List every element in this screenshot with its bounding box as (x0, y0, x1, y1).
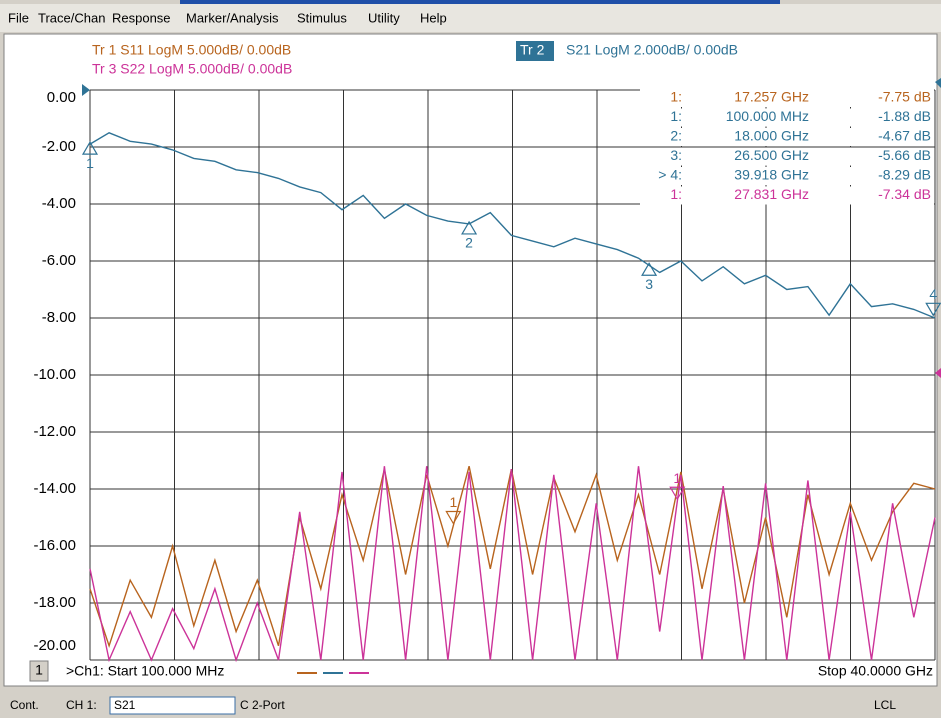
channel-number: 1 (35, 662, 43, 678)
menu-item[interactable]: Trace/Chan (38, 10, 105, 25)
marker-id: 1: (670, 89, 682, 105)
marker-triangle (81, 140, 99, 155)
y-tick-label: -8.00 (42, 309, 76, 326)
marker-value: -5.66 dB (878, 147, 931, 163)
marker-frequency: 26.500 GHz (734, 147, 809, 163)
status-bar: Cont. CH 1: S21 C 2-Port LCL (0, 688, 941, 718)
ref-marker-right (935, 368, 941, 378)
title-bar-edge (180, 0, 780, 4)
status-mode: Cont. (10, 698, 39, 712)
marker-triangle (461, 220, 478, 235)
y-tick-label: -2.00 (42, 138, 76, 155)
menu-item[interactable]: Help (420, 10, 447, 25)
marker-frequency: 100.000 MHz (726, 108, 809, 124)
marker-readout: 1: 17.257 GHz -7.75 dB 1: 100.000 MHz -1.88 d… (640, 89, 934, 205)
channel-footer: 1 >Ch1: Start 100.000 MHz Stop 40.0000 GHz (29, 660, 933, 682)
ref-marker-left (82, 84, 90, 96)
y-tick-label: -4.00 (42, 195, 76, 212)
y-tick-label: -10.00 (33, 366, 76, 383)
marker-label: 1 (673, 470, 681, 486)
marker-id: 2: (670, 128, 682, 144)
marker-triangle (925, 302, 941, 317)
menu-item[interactable]: Stimulus (297, 10, 347, 25)
menu-bar: File Trace/Chan Response Marker/Analysis Sti… (0, 4, 941, 32)
marker-frequency: 17.257 GHz (734, 89, 809, 105)
param-box[interactable] (109, 696, 236, 715)
trace-label: Tr 3 S22 LogM 5.000dB/ 0.00dB (92, 61, 292, 77)
y-tick-label: -16.00 (33, 537, 76, 554)
trace-label: Tr 1 S11 LogM 5.000dB/ 0.00dB (92, 42, 291, 58)
readout-background (640, 186, 934, 205)
marker-id: > 4: (658, 167, 682, 183)
marker-label: 3 (645, 276, 653, 292)
ref-marker-right (935, 78, 941, 88)
trace-line (89, 466, 936, 663)
status-param: S21 (114, 698, 136, 712)
marker-id: 1: (670, 186, 682, 202)
marker-id: 3: (670, 147, 682, 163)
stop-frequency: Stop 40.0000 GHz (818, 663, 933, 679)
y-tick-label: -20.00 (33, 637, 76, 654)
y-tick-label: -12.00 (33, 423, 76, 440)
channel-box[interactable] (29, 660, 49, 682)
readout-background (640, 89, 934, 107)
marker-frequency: 27.831 GHz (734, 186, 809, 202)
trace-label: S21 LogM 2.000dB/ 0.00dB (566, 42, 738, 58)
menu-background (0, 4, 941, 32)
marker-triangle (669, 486, 686, 501)
y-tick-label: 0.00 (47, 89, 76, 106)
trace-line (89, 132, 936, 319)
y-tick-label: -6.00 (42, 252, 76, 269)
marker-value: -7.75 dB (878, 89, 931, 105)
menu-item[interactable]: File (8, 10, 29, 25)
marker-value: -7.34 dB (878, 186, 931, 202)
marker-triangle (641, 262, 658, 276)
marker-frequency: 39.918 GHz (734, 167, 809, 183)
marker-value: -1.88 dB (878, 108, 931, 124)
marker-label: 2 (465, 235, 473, 251)
readout-background (640, 147, 934, 166)
active-trace-tag[interactable] (516, 41, 554, 61)
start-frequency: >Ch1: Start 100.000 MHz (66, 663, 224, 679)
marker-frequency: 18.000 GHz (734, 128, 809, 144)
readout-background (640, 108, 934, 127)
marker-label: 4 (929, 286, 937, 302)
readout-background (640, 128, 934, 146)
trace-header: Tr 1 S11 LogM 5.000dB/ 0.00dB Tr 3 S22 Lo… (85, 38, 738, 80)
status-channel: CH 1: (66, 698, 97, 712)
status-cal: C 2-Port (240, 698, 285, 712)
y-tick-label: -18.00 (33, 594, 76, 611)
header-background (85, 38, 525, 80)
plot: 0.00 -2.00 -4.00 -6.00 -8.00 -10.00 -12.00 -14.… (33, 89, 941, 663)
menu-item[interactable]: Marker/Analysis (186, 10, 279, 25)
readout-background (640, 167, 934, 185)
menu-item[interactable]: Response (112, 10, 171, 25)
marker-value: -4.67 dB (878, 128, 931, 144)
marker-label: 1 (86, 155, 94, 171)
status-remote: LCL (874, 698, 896, 712)
marker-triangle (445, 510, 462, 525)
active-trace-tag-text: Tr 2 (520, 42, 545, 58)
marker-id: 1: (670, 108, 682, 124)
y-tick-label: -14.00 (33, 480, 76, 497)
menu-item[interactable]: Utility (368, 10, 400, 25)
marker-value: -8.29 dB (878, 167, 931, 183)
marker-label: 1 (449, 494, 457, 510)
